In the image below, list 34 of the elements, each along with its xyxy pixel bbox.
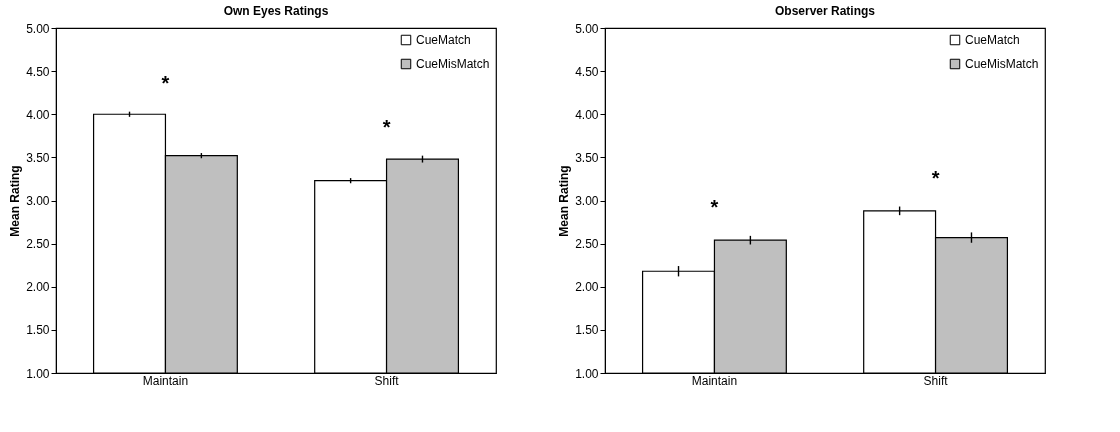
y-tick-label: 1.50	[26, 323, 50, 338]
y-tick-label: 2.00	[26, 280, 50, 295]
y-tick-label: 4.50	[26, 64, 50, 79]
y-axis-title: Mean Rating	[8, 165, 23, 237]
x-tick-label: Shift	[374, 373, 400, 388]
y-tick-label: 2.50	[575, 237, 599, 252]
legend-label: CueMisMatch	[965, 57, 1039, 71]
y-tick-label: 5.00	[575, 21, 599, 36]
y-tick-label: 4.00	[575, 107, 599, 122]
y-tick-label: 3.00	[26, 194, 50, 208]
y-tick-label: 3.50	[26, 150, 50, 165]
legend-label: CueMatch	[965, 33, 1020, 47]
y-tick-label: 4.50	[575, 64, 599, 79]
chart-title: Own Eyes Ratings	[223, 4, 329, 18]
y-tick-label: 3.00	[575, 194, 599, 208]
annotation: *	[382, 115, 391, 138]
y-tick-label: 3.50	[575, 150, 599, 165]
x-tick-label: Maintain	[691, 373, 738, 388]
legend-label: CueMisMatch	[416, 57, 490, 71]
annotation: *	[161, 71, 170, 94]
y-tick-label: 2.00	[575, 280, 599, 295]
x-tick-label: Maintain	[142, 373, 189, 388]
y-tick-label: 1.00	[575, 366, 599, 381]
legend-label: CueMatch	[416, 33, 471, 47]
y-tick-label: 2.50	[26, 237, 50, 252]
annotation: *	[710, 195, 719, 218]
annotation: *	[931, 166, 940, 189]
y-tick-label: 1.50	[575, 323, 599, 338]
y-tick-label: 5.00	[26, 21, 50, 36]
y-tick-label: 1.00	[26, 366, 50, 381]
y-tick-label: 4.00	[26, 107, 50, 122]
y-axis-title: Mean Rating	[557, 165, 572, 237]
x-tick-label: Shift	[923, 373, 949, 388]
chart-title: Observer Ratings	[774, 4, 876, 18]
